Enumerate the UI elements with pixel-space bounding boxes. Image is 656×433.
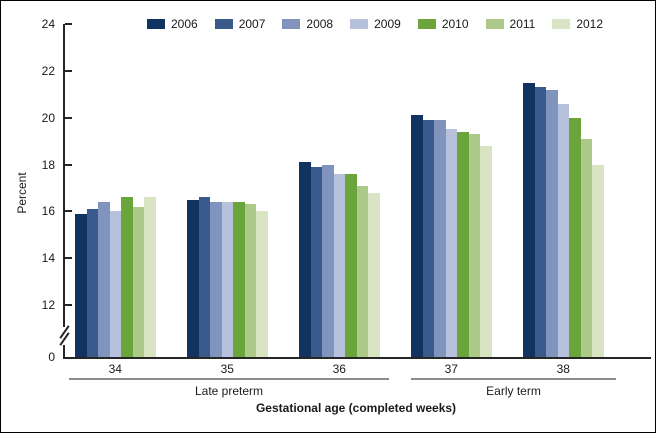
legend-label: 2006 [171,17,198,31]
legend-item-2009: 2009 [350,17,401,31]
bar-37-2008 [434,120,446,357]
bar-35-2007 [198,197,210,357]
bar-36-2009 [333,173,345,357]
y-tick-label: 24 [41,17,55,31]
y-tick-mark [65,69,72,72]
y-tick-label: 16 [41,204,55,219]
bar-36-2011 [356,185,368,357]
legend-label: 2009 [374,17,401,31]
x-tick-label-34: 34 [108,362,122,376]
y-baseline-label: 0 [48,350,55,364]
bar-37-2011 [468,134,480,357]
y-tick-label: 20 [41,110,55,125]
bar-group-37 [411,115,492,357]
bar-34-2010 [121,197,133,357]
x-tick-label-36: 36 [332,362,346,376]
legend-swatch-2012 [552,19,571,29]
legend-swatch-2008 [282,19,301,29]
plot-area: 24 22 20 18 16 14 12 0 [42,18,651,363]
x-tick-label-35: 35 [220,362,234,376]
bracket-late-preterm: Late preterm [69,378,389,398]
legend-item-2011: 2011 [485,17,536,31]
bar-36-2006 [299,162,311,357]
bar-34-2009 [109,211,121,357]
bar-35-2011 [244,204,256,357]
bar-38-2010 [569,117,581,357]
y-tick-mark [65,304,72,307]
bar-35-2012 [256,211,268,357]
y-tick-mark [65,23,72,25]
bar-34-2008 [98,202,110,357]
bar-38-2009 [557,103,569,357]
bar-36-2012 [368,192,380,357]
y-tick-mark [65,257,72,260]
bar-35-2006 [187,199,199,357]
x-axis-title: Gestational age (completed weeks) [255,401,457,415]
bar-36-2007 [310,166,322,357]
y-tick-label: 22 [41,63,55,78]
legend-label: 2008 [306,17,334,31]
bar-38-2007 [534,87,546,357]
x-tick-label-38: 38 [556,362,570,376]
legend-label: 2010 [441,17,469,31]
y-tick-mark [65,163,72,166]
bar-37-2009 [445,129,457,357]
bar-36-2008 [322,164,334,357]
bar-37-2006 [411,115,423,357]
bar-37-2012 [480,145,492,357]
legend-item-2006: 2006 [147,17,198,31]
bar-group-36 [299,162,380,357]
x-tick-label-37: 37 [444,362,458,376]
legend-swatch-2007 [214,19,233,29]
legend-label: 2007 [238,17,266,31]
bar-34-2006 [75,213,87,357]
legend-label: 2012 [576,17,604,31]
bar-34-2011 [132,206,144,357]
legend-item-2012: 2012 [552,17,603,31]
legend-swatch-2009 [350,19,369,29]
bar-37-2007 [422,120,434,357]
bar-35-2008 [210,202,222,357]
y-tick-label: 18 [41,157,55,172]
legend-item-2007: 2007 [214,17,266,31]
bracket-early-term: Early term [411,378,616,398]
legend-item-2010: 2010 [417,17,469,31]
bar-38-2008 [546,89,558,357]
bar-34-2007 [86,209,98,357]
bar-group-35 [187,197,268,357]
bar-35-2010 [233,202,245,357]
y-axis-title: Percent [15,172,29,214]
legend-swatch-2010 [417,19,436,29]
legend-label: 2011 [509,17,536,31]
bar-group-38 [523,82,604,357]
chart-legend: 2006 2007 2008 2009 2010 2011 2012 [147,17,603,31]
y-tick-mark [65,210,72,213]
y-tick-label: 12 [41,298,55,313]
bar-36-2010 [345,173,357,357]
bar-38-2012 [592,164,604,357]
axis-break-icon [56,325,74,346]
legend-swatch-2006 [147,19,165,29]
y-tick-mark [65,116,72,119]
bar-34-2012 [144,197,156,357]
legend-swatch-2011 [485,19,504,29]
bar-group-34 [75,197,156,357]
bar-37-2010 [457,131,469,357]
bar-35-2009 [221,202,233,357]
y-tick-label: 14 [41,251,55,266]
bar-38-2006 [523,82,535,357]
legend-item-2008: 2008 [282,17,333,31]
bar-38-2011 [580,138,592,357]
